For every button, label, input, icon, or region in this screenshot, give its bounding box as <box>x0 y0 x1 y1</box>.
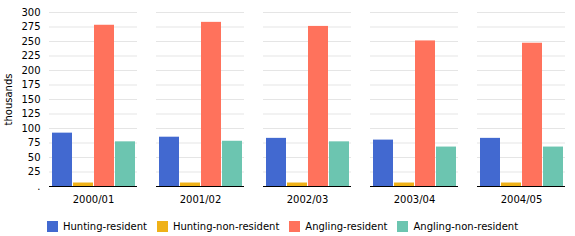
html-text:Hunting-non-resident: Hunting-non-resident <box>172 221 280 232</box>
svg-text:2000/01: 2000/01 <box>73 194 115 205</box>
svg-text:275: 275 <box>21 21 40 32</box>
svg-text:175: 175 <box>21 79 40 90</box>
svg-text:100: 100 <box>21 123 40 134</box>
svg-text:25: 25 <box>28 166 41 177</box>
html-text:Angling-resident: Angling-resident <box>305 221 388 232</box>
svg-text:2002/03: 2002/03 <box>287 194 329 205</box>
svg-text:2001/02: 2001/02 <box>180 194 222 205</box>
svg-text:2004/05: 2004/05 <box>501 194 543 205</box>
svg-text:125: 125 <box>21 108 40 119</box>
svg-text:250: 250 <box>21 36 40 47</box>
svg-text:.: . <box>37 181 40 192</box>
svg-text:150: 150 <box>21 94 40 105</box>
html-text:Angling-non-resident: Angling-non-resident <box>413 221 519 232</box>
svg-text:thousands: thousands <box>3 74 14 126</box>
svg-text:200: 200 <box>21 65 40 76</box>
svg-text:50: 50 <box>28 152 41 163</box>
svg-text:300: 300 <box>21 7 40 18</box>
svg-text:2003/04: 2003/04 <box>394 194 436 205</box>
svg-text:225: 225 <box>21 50 40 61</box>
svg-text:75: 75 <box>28 137 41 148</box>
html-text:Hunting-resident: Hunting-resident <box>62 221 147 232</box>
